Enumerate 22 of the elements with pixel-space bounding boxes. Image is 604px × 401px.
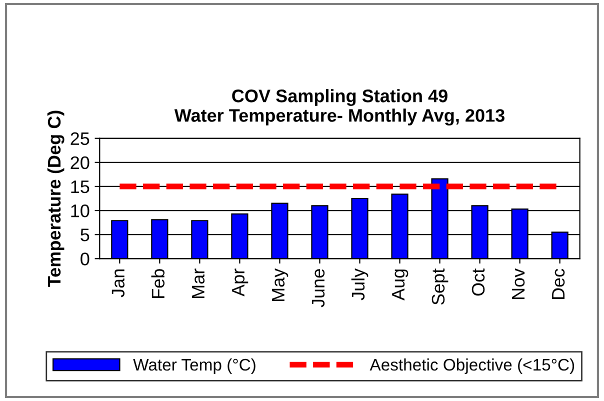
chart-title: COV Sampling Station 49 Water Temperature- Monthly Avg, 2013 xyxy=(174,89,504,126)
legend-label: Water Temp (°C) xyxy=(133,358,256,374)
x-tick-label: June xyxy=(312,269,325,308)
x-tick-label: Apr xyxy=(232,268,248,296)
x-tick-label: Nov xyxy=(512,268,525,299)
x-tick-label: Aug xyxy=(392,270,408,300)
y-tick-label: 25 xyxy=(70,132,90,146)
x-tick-label: Mar xyxy=(192,268,205,298)
x-tick-label: Dec xyxy=(552,268,565,299)
y-tick-label: 15 xyxy=(71,180,90,194)
x-tick-label: July xyxy=(351,268,368,300)
x-tick-label: Feb xyxy=(151,269,165,298)
y-axis-title: Temperature (Deg C) xyxy=(47,110,64,287)
y-tick-label: 20 xyxy=(70,156,90,170)
x-tick-label: Sept xyxy=(432,268,448,305)
x-tick-label: Oct xyxy=(472,268,485,296)
y-tick-label: 10 xyxy=(71,204,90,218)
legend-label: Aesthetic Objective (<15°C) xyxy=(370,358,574,374)
y-tick-label: 0 xyxy=(80,252,90,266)
x-tick-label: May xyxy=(272,268,288,301)
y-tick-label: 5 xyxy=(80,228,90,242)
x-tick-label: Jan xyxy=(112,270,125,298)
